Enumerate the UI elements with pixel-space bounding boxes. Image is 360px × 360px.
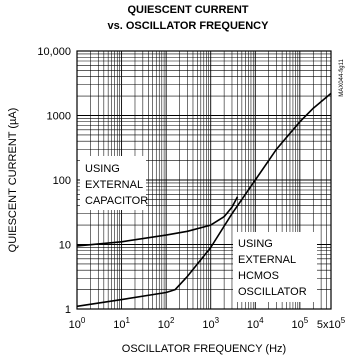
plot-frame [76,50,332,310]
y-tick-label: 10 [59,240,71,252]
series-lines [76,92,332,308]
figure-id: MAX044-fig11 [339,59,345,97]
x-tick-label: 101 [113,316,130,331]
x-tick-label: 5x105 [317,316,346,331]
annotation-hcmos-line4: OSCILLATOR [238,286,307,298]
annotation-hcmos-line1: USING [238,238,273,250]
series-line-2 [76,92,332,308]
annotation-box-hcmos [233,232,317,302]
x-tick-label: 103 [202,316,219,331]
chart-title-line1: QUIESCENT CURRENT [127,4,248,16]
series-line-1 [76,196,239,247]
annotation-capacitor-line3: CAPACITOR [85,195,148,207]
x-tick-label: 105 [291,316,308,331]
annotation-capacitor-line1: USING [85,163,120,175]
x-tick-label: 100 [69,316,86,331]
y-tick-label: 1000 [47,111,71,123]
y-tick-labels: 1 10 100 1000 10,000 [37,46,71,316]
y-tick-label: 10,000 [37,46,71,58]
chart-title-line2: vs. OSCILLATOR FREQUENCY [108,20,270,32]
y-tick-label: 1 [65,304,71,316]
annotation-hcmos-line2: EXTERNAL [238,254,296,266]
x-tick-label: 104 [247,316,264,331]
y-axis-label: QUIESCENT CURRENT (µA) [7,108,19,253]
x-tick-label: 102 [158,316,175,331]
y-tick-label: 100 [53,175,71,187]
x-axis-label: OSCILLATOR FREQUENCY (Hz) [122,343,286,355]
x-tick-labels: 100 101 102 103 104 105 5x105 [69,316,346,331]
annotation-capacitor-line2: EXTERNAL [85,179,143,191]
annotation-box-capacitor [80,156,146,210]
annotation-hcmos-line3: HCMOS [238,270,279,282]
